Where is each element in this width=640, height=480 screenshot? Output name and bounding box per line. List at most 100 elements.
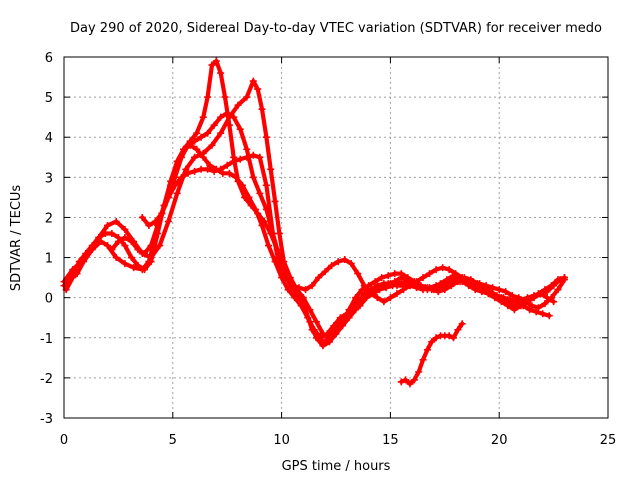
data-point [541, 300, 549, 308]
data-point [238, 181, 246, 189]
data-point [230, 153, 238, 161]
data-point [236, 125, 244, 133]
data-point [395, 280, 403, 288]
data-point [127, 254, 135, 262]
data-point [489, 284, 497, 292]
x-tick-label: 15 [382, 433, 399, 448]
data-point [486, 288, 494, 296]
data-point [249, 173, 257, 181]
data-point [541, 286, 549, 294]
data-point [104, 221, 112, 229]
data-point [310, 326, 318, 334]
data-point [208, 141, 216, 149]
data-point [138, 213, 146, 221]
data-point [410, 376, 418, 384]
y-tick-label: 1 [45, 252, 53, 267]
data-point [360, 282, 368, 290]
data-point [69, 274, 77, 282]
y-tick-label: -1 [40, 332, 53, 347]
data-point [543, 294, 551, 302]
data-point [104, 242, 112, 250]
data-point [225, 169, 233, 177]
data-point [515, 294, 523, 302]
series-day-3 [60, 77, 568, 342]
data-point [421, 284, 429, 292]
data-point [204, 93, 212, 101]
data-point [306, 306, 314, 314]
data-point [382, 284, 390, 292]
data-point [315, 274, 323, 282]
data-point [204, 165, 212, 173]
data-point [473, 280, 481, 288]
data-point [147, 254, 155, 262]
data-point [454, 278, 462, 286]
y-tick-label: -2 [40, 372, 53, 387]
data-point [502, 288, 510, 296]
data-point [373, 294, 381, 302]
data-point [347, 260, 355, 268]
data-point [193, 145, 201, 153]
data-point [452, 270, 460, 278]
data-point [243, 145, 251, 153]
data-point [121, 242, 129, 250]
y-tick-label: 4 [45, 131, 53, 146]
data-point [212, 57, 220, 65]
data-point [275, 229, 283, 237]
x-tick-label: 10 [273, 433, 290, 448]
data-point [500, 294, 508, 302]
data-point [325, 334, 333, 342]
y-axis-label: SDTVAR / TECUs [9, 185, 24, 292]
data-point [221, 93, 229, 101]
data-point [278, 274, 286, 282]
data-point [415, 368, 423, 376]
data-point [134, 246, 142, 254]
data-point [513, 298, 521, 306]
data-point [265, 242, 273, 250]
data-point [141, 250, 149, 258]
data-point [121, 225, 129, 233]
data-point [275, 254, 283, 262]
data-point [445, 332, 453, 340]
data-point [345, 314, 353, 322]
data-point [245, 193, 253, 201]
grid-lines [64, 57, 608, 418]
data-point [539, 310, 547, 318]
data-point [164, 217, 172, 225]
data-point [460, 274, 468, 282]
data-point [236, 155, 244, 163]
series-line [399, 321, 465, 386]
data-point [112, 217, 120, 225]
data-point [339, 322, 347, 330]
data-point [426, 270, 434, 278]
data-point [397, 274, 405, 282]
data-point [154, 221, 162, 229]
y-tick-label: 0 [45, 292, 53, 307]
data-point [419, 356, 427, 364]
data-point [397, 378, 405, 386]
data-point [271, 197, 279, 205]
y-tick-label: 3 [45, 171, 53, 186]
plot-frame [63, 56, 609, 419]
data-point [191, 137, 199, 145]
data-point [234, 101, 242, 109]
data-point [219, 169, 227, 177]
data-point [206, 161, 214, 169]
data-point [506, 296, 514, 304]
data-point [210, 121, 218, 129]
data-point [317, 334, 325, 342]
data-point [532, 308, 540, 316]
data-point [334, 258, 342, 266]
data-point [399, 286, 407, 294]
data-point [112, 254, 120, 262]
data-point [358, 286, 366, 294]
data-point [308, 282, 316, 290]
data-point [230, 113, 238, 121]
data-point [528, 302, 536, 310]
data-point [197, 165, 205, 173]
data-point [295, 284, 303, 292]
data-point [380, 298, 388, 306]
data-point [223, 109, 231, 117]
data-point [415, 282, 423, 290]
tick-labels: -3 -2 -1 0 1 2 3 4 5 6 0 5 10 15 20 25 [40, 51, 616, 448]
data-point [254, 85, 262, 93]
